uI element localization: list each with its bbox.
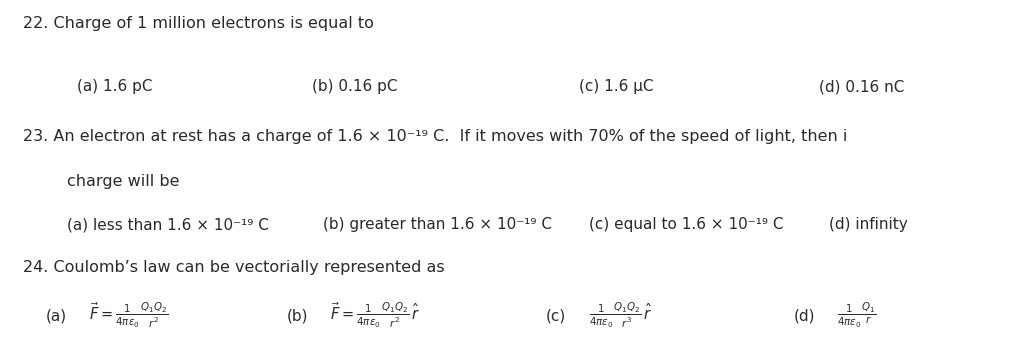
Text: (c) 1.6 μC: (c) 1.6 μC: [579, 79, 653, 94]
Text: 24. Coulomb’s law can be vectorially represented as: 24. Coulomb’s law can be vectorially rep…: [23, 260, 444, 275]
Text: (a) less than 1.6 × 10⁻¹⁹ C: (a) less than 1.6 × 10⁻¹⁹ C: [67, 217, 268, 232]
Text: (b): (b): [287, 308, 308, 323]
Text: (d) 0.16 nC: (d) 0.16 nC: [819, 79, 904, 94]
Text: (b) greater than 1.6 × 10⁻¹⁹ C: (b) greater than 1.6 × 10⁻¹⁹ C: [323, 217, 552, 232]
Text: (a): (a): [46, 308, 68, 323]
Text: (d): (d): [794, 308, 815, 323]
Text: (a) 1.6 pC: (a) 1.6 pC: [77, 79, 153, 94]
Text: 23. An electron at rest has a charge of 1.6 × 10⁻¹⁹ C.  If it moves with 70% of : 23. An electron at rest has a charge of …: [23, 129, 847, 144]
Text: $\frac{1}{4\pi\epsilon_0}\frac{Q_1}{r}$: $\frac{1}{4\pi\epsilon_0}\frac{Q_1}{r}$: [837, 301, 877, 330]
Text: $\frac{1}{4\pi\epsilon_0}\frac{Q_1Q_2}{r^3}\,\hat{r}$: $\frac{1}{4\pi\epsilon_0}\frac{Q_1Q_2}{r…: [589, 301, 652, 330]
Text: (c) equal to 1.6 × 10⁻¹⁹ C: (c) equal to 1.6 × 10⁻¹⁹ C: [589, 217, 783, 232]
Text: $\vec{F} = \frac{1}{4\pi\epsilon_0}\frac{Q_1Q_2}{r^2}\,\hat{r}$: $\vec{F} = \frac{1}{4\pi\epsilon_0}\frac…: [330, 301, 420, 330]
Text: $\vec{F} = \frac{1}{4\pi\epsilon_0}\frac{Q_1Q_2}{r^2}$: $\vec{F} = \frac{1}{4\pi\epsilon_0}\frac…: [89, 301, 168, 330]
Text: (b) 0.16 pC: (b) 0.16 pC: [312, 79, 397, 94]
Text: (c): (c): [546, 308, 566, 323]
Text: charge will be: charge will be: [67, 174, 179, 189]
Text: (d) infinity: (d) infinity: [829, 217, 908, 232]
Text: 22. Charge of 1 million electrons is equal to: 22. Charge of 1 million electrons is equ…: [23, 16, 374, 30]
